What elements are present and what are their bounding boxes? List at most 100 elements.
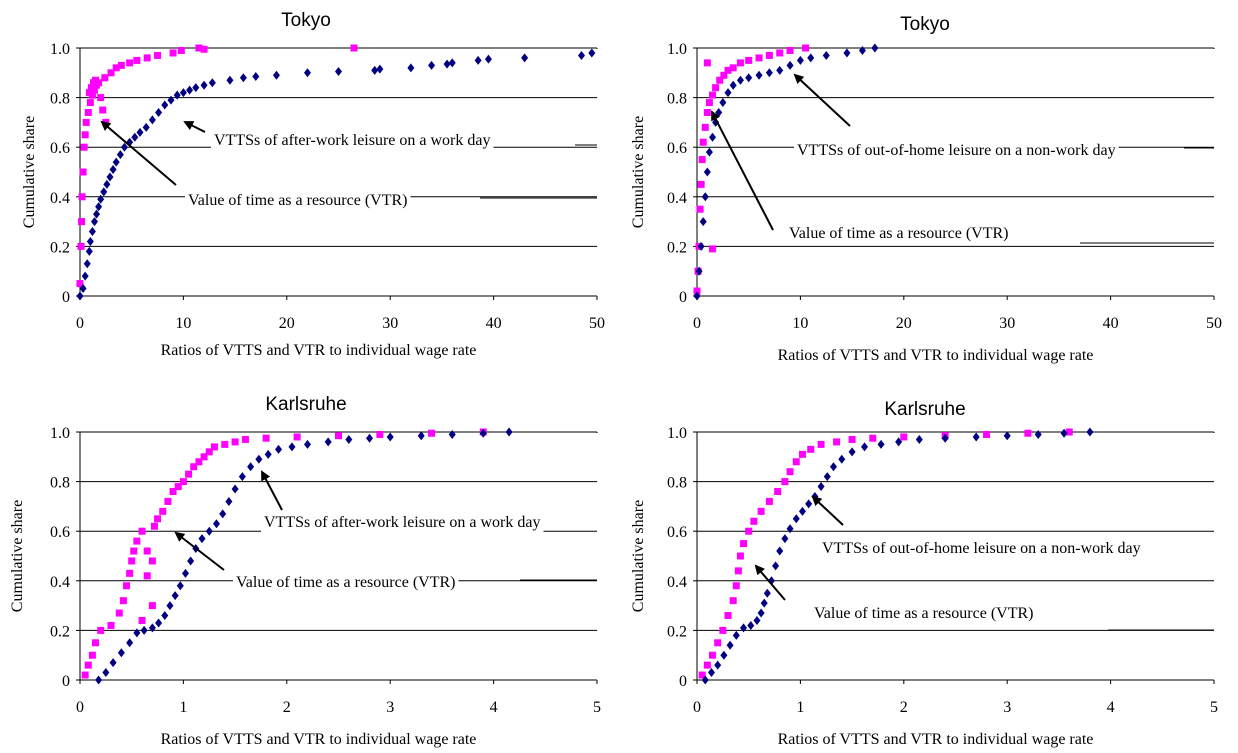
x-tick-label: 0: [76, 699, 84, 716]
vtr-point: [126, 569, 134, 577]
vtts-point: [729, 80, 737, 90]
vtr-point: [86, 99, 94, 107]
x-tick-label: 1: [179, 699, 187, 716]
vtr-point: [698, 671, 706, 679]
vtr-annotation: Value of time as a resource (VTR): [814, 605, 1033, 622]
x-tick-label: 3: [1003, 699, 1011, 716]
vtr-point: [798, 450, 806, 458]
vtts-point: [90, 217, 98, 227]
vtts-point: [324, 437, 332, 447]
vtr-point: [101, 74, 109, 82]
vtts-point: [701, 192, 709, 202]
vtr-point: [376, 430, 384, 438]
vtts-point: [407, 63, 415, 73]
annotation-backdrop: [819, 538, 1144, 559]
x-tick-label: 10: [175, 315, 191, 332]
vtts-point: [763, 588, 771, 598]
vtts-point: [747, 620, 755, 630]
x-tick-label: 30: [382, 315, 398, 332]
vtts-point: [823, 472, 831, 482]
x-tick-label: 0: [693, 699, 701, 716]
vtr-point: [262, 434, 270, 442]
vtts-point: [102, 668, 110, 678]
vtts-point: [448, 429, 456, 439]
y-tick-label: 0.2: [667, 239, 687, 256]
y-tick-label: 0.8: [50, 91, 70, 108]
vtts-point: [798, 506, 806, 516]
y-tick-label: 0: [679, 289, 687, 306]
vtr-point: [117, 61, 125, 69]
vtts-point: [275, 444, 283, 454]
y-axis-label: Cumulative share: [630, 500, 647, 612]
y-tick-label: 0.2: [50, 623, 70, 640]
vtts-annotation: VTTSs of after-work leisure on a work da…: [264, 514, 540, 531]
vtts-point: [709, 132, 717, 142]
vtr-point: [802, 44, 810, 52]
vtts-point: [720, 650, 728, 660]
vtts-point: [838, 454, 846, 464]
vtr-point: [130, 547, 138, 555]
vtts-point: [120, 142, 128, 152]
vtts-annotation: VTTSs of out-of-home leisure on a non-wo…: [822, 540, 1141, 557]
vtts-point: [877, 439, 885, 449]
vtr-point: [703, 59, 711, 67]
vtts-point: [288, 442, 296, 452]
vtr-point: [119, 597, 127, 605]
vtts-point: [871, 43, 879, 53]
x-axis-label: Ratios of VTTS and VTR to individual wag…: [161, 731, 477, 748]
vtts-point: [776, 65, 784, 75]
vtr-point: [293, 433, 301, 441]
vtr-point: [143, 54, 151, 62]
x-tick-label: 4: [490, 699, 498, 716]
vtts-point: [765, 68, 773, 78]
x-tick-label: 20: [896, 315, 912, 332]
vtr-point: [817, 440, 825, 448]
vtts-point: [715, 107, 723, 117]
vtr-point: [709, 651, 717, 659]
vtr-point: [712, 84, 720, 92]
vtr-point: [716, 76, 724, 84]
vtts-point: [772, 561, 780, 571]
vtts-point: [133, 628, 141, 638]
vtts-point: [757, 608, 765, 618]
vtts-point: [428, 60, 436, 70]
y-tick-label: 1.0: [50, 425, 70, 442]
x-tick-label: 50: [589, 315, 605, 332]
vtr-point: [169, 49, 177, 57]
vtr-point: [84, 108, 92, 116]
vtr-point: [210, 443, 218, 451]
vtts-point: [186, 85, 194, 95]
y-tick-label: 0: [679, 673, 687, 690]
annotation-backdrop: [794, 140, 1119, 161]
vtr-point: [693, 287, 701, 295]
y-tick-label: 1.0: [667, 425, 687, 442]
vtr-point: [200, 45, 208, 53]
vtts-point: [161, 611, 169, 621]
vtr-point: [745, 56, 753, 64]
vtr-point: [697, 180, 705, 188]
vtts-point: [161, 100, 169, 110]
vtts-point: [198, 534, 206, 544]
vtts-point: [786, 60, 794, 70]
vtts-point: [577, 50, 585, 60]
x-tick-label: 30: [999, 315, 1015, 332]
vtr-point: [698, 156, 706, 164]
vtr-point: [123, 582, 131, 590]
vtr-point: [97, 94, 105, 102]
vtts-point: [272, 70, 280, 80]
annotation-backdrop: [211, 130, 494, 151]
x-tick-label: 5: [593, 699, 601, 716]
vtts-point: [148, 115, 156, 125]
annotation-arrow: [711, 110, 774, 231]
vtts-point: [505, 427, 513, 437]
vtts-point: [1034, 429, 1042, 439]
vtr-point: [724, 612, 732, 620]
vtr-point: [76, 280, 84, 288]
vtts-point: [760, 598, 768, 608]
vtts-point: [95, 675, 103, 685]
vtts-point: [335, 67, 342, 77]
vtts-point: [95, 202, 103, 212]
vtts-point: [448, 58, 456, 68]
vtr-point: [185, 470, 193, 478]
